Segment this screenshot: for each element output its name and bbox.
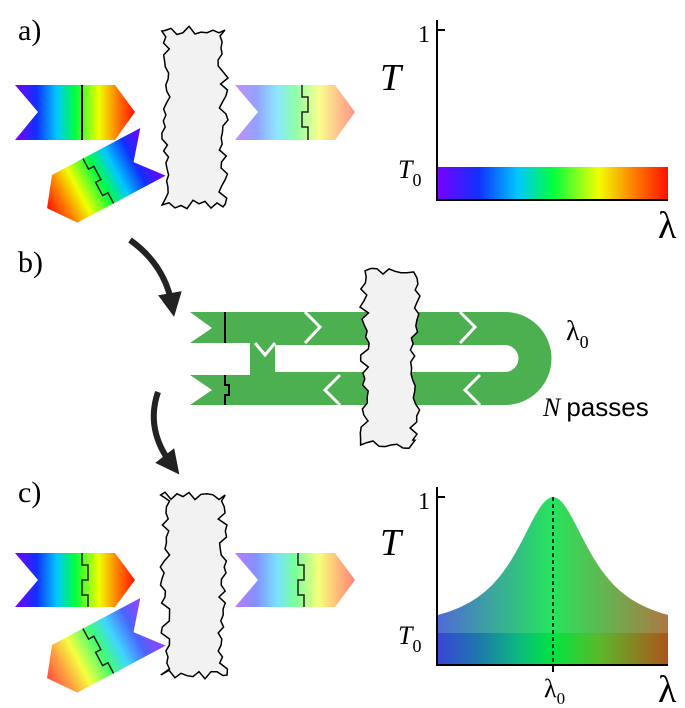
wavelength-main: λ — [566, 316, 580, 347]
panel-label: c) — [18, 476, 41, 509]
y-base-label: T0 — [398, 621, 421, 656]
y-axis-label: T — [380, 57, 404, 99]
wavelength-label: λ0 — [566, 316, 589, 352]
resonator-loop — [190, 312, 552, 405]
wavelength-sub: 0 — [580, 332, 589, 352]
y-top-label: 1 — [418, 489, 430, 515]
y-axis-label: T — [380, 522, 404, 564]
panel-label: b) — [18, 246, 43, 279]
x-tick-main: λ — [544, 674, 557, 703]
incident-beam — [15, 553, 135, 607]
scatterer — [159, 491, 229, 680]
flow-arrow — [150, 391, 180, 475]
y-base-main: T — [398, 155, 414, 184]
scatterer — [358, 267, 421, 450]
reflected-beam — [47, 597, 166, 693]
wavefront — [301, 85, 309, 140]
scatterer — [160, 25, 230, 210]
y-base-main: T — [398, 621, 414, 650]
y-top-label: 1 — [418, 22, 430, 48]
wavefront — [81, 553, 89, 607]
spectrum-bar — [437, 167, 668, 200]
x-tick-sub: 0 — [557, 689, 566, 708]
passes-text: passes — [566, 392, 648, 422]
axes — [436, 20, 668, 201]
flow-arrow — [128, 237, 182, 317]
transmitted-beam — [235, 553, 355, 607]
x-tick-label: λ0 — [544, 674, 565, 708]
axes — [436, 487, 668, 666]
incident-beam — [15, 85, 135, 140]
y-base-sub: 0 — [412, 170, 421, 190]
wavefront — [297, 553, 305, 607]
x-axis-label: λ — [658, 205, 677, 247]
y-base-label: T0 — [398, 155, 421, 190]
transmitted-beam — [235, 85, 355, 140]
panel-label: a) — [18, 14, 41, 47]
x-axis-label: λ — [658, 669, 677, 708]
chevrons — [253, 310, 482, 407]
reflected-beam — [47, 127, 166, 223]
y-base-sub: 0 — [412, 636, 421, 656]
passes-n: N — [542, 393, 562, 422]
wavefront — [224, 375, 230, 405]
